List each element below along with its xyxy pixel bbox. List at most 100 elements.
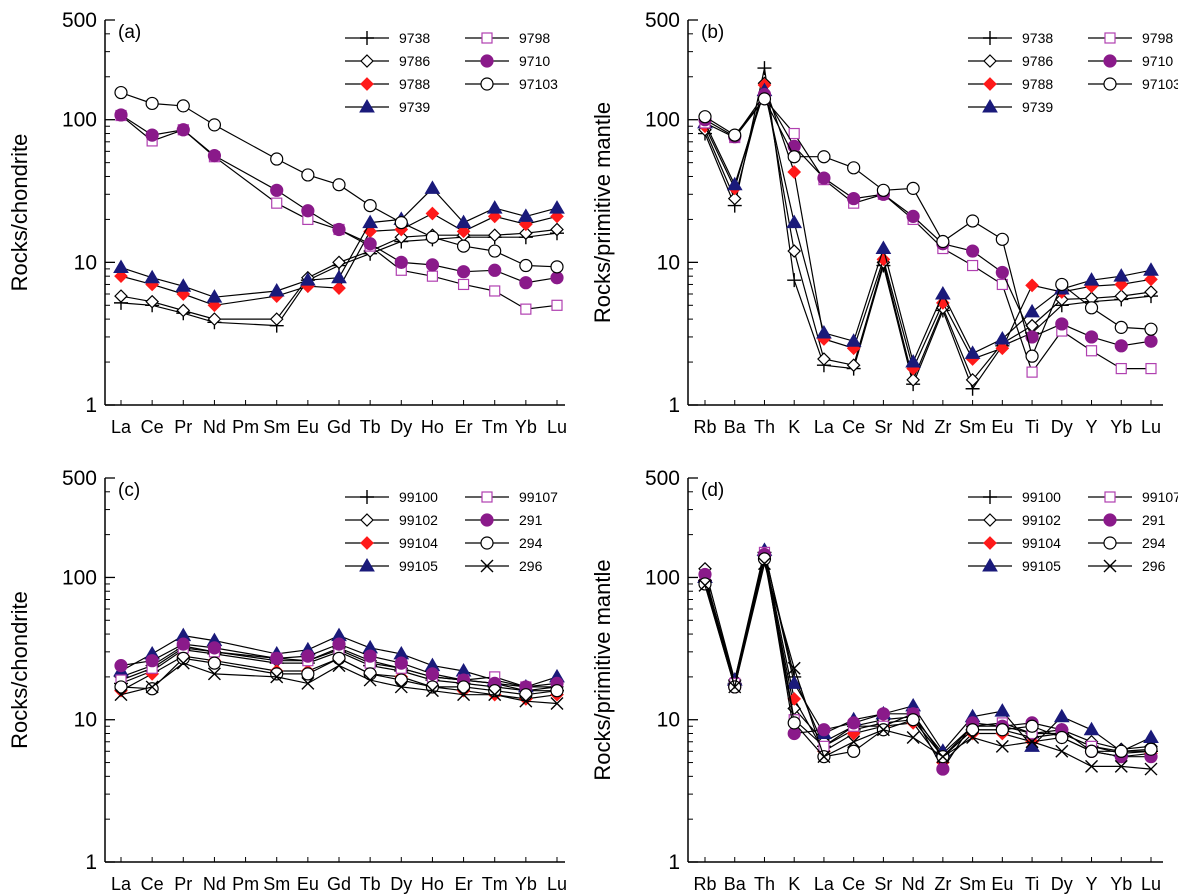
x-tick-label-zr: Zr	[934, 874, 951, 894]
series-line	[704, 554, 1151, 771]
legend-label: 9710	[519, 53, 550, 69]
legend-label: 9786	[399, 53, 430, 69]
data-point	[994, 703, 1011, 717]
x-tick-label-gd: Gd	[327, 874, 351, 894]
data-point	[519, 694, 533, 708]
legend-label: 9798	[1142, 30, 1173, 46]
series-line	[704, 83, 1152, 382]
data-point	[1144, 285, 1158, 299]
legend-label: 9738	[399, 30, 430, 46]
x-tick-label-ce: Ce	[141, 417, 164, 437]
data-point	[787, 244, 802, 258]
legend-marker	[360, 490, 374, 504]
data-point	[728, 680, 742, 694]
x-tick-label-tb: Tb	[360, 417, 381, 437]
data-point	[1144, 334, 1158, 348]
data-point	[550, 222, 564, 237]
legend-marker	[1104, 491, 1116, 503]
data-point	[394, 255, 408, 269]
data-point	[176, 651, 190, 665]
x-tick-label-gd: Gd	[327, 417, 351, 437]
y-tick-label: 1	[85, 394, 97, 417]
x-tick-label-sm: Sm	[263, 874, 290, 894]
y-tick-label: 100	[645, 566, 680, 589]
series-line	[120, 212, 558, 306]
legend-label: 296	[1142, 558, 1166, 574]
x-tick-label-th: Th	[754, 417, 775, 437]
data-point	[175, 278, 192, 292]
data-point	[817, 171, 831, 185]
legend-marker	[1104, 32, 1116, 44]
data-point	[1025, 719, 1039, 733]
data-point	[332, 222, 346, 237]
data-point	[906, 731, 920, 744]
legend-marker	[983, 54, 997, 68]
y-tick-label: 100	[645, 109, 680, 132]
data-point	[905, 354, 922, 368]
data-point	[875, 240, 892, 255]
series-9788	[698, 78, 1158, 376]
data-point	[394, 230, 409, 245]
data-point	[145, 96, 159, 111]
x-tick-label-pr: Pr	[174, 874, 192, 894]
legend-label: 99102	[399, 512, 438, 528]
data-point	[906, 181, 920, 195]
data-point	[425, 258, 440, 272]
data-point	[301, 667, 315, 681]
data-point	[363, 237, 377, 251]
data-point	[995, 265, 1009, 280]
data-point	[331, 269, 347, 284]
legend-label: 99104	[399, 535, 438, 551]
y-tick-label: 100	[62, 566, 97, 589]
data-point	[457, 278, 470, 291]
legend-label: 99100	[1022, 489, 1061, 505]
legend-marker	[481, 491, 493, 503]
data-point	[1114, 744, 1128, 758]
data-point	[698, 577, 712, 591]
data-point	[145, 680, 159, 694]
data-point	[906, 209, 920, 223]
data-point	[936, 762, 950, 776]
legend-label: 294	[1142, 535, 1166, 551]
data-point	[1114, 759, 1128, 773]
data-point	[1083, 272, 1100, 286]
data-point	[817, 150, 831, 164]
data-point	[966, 259, 979, 272]
data-point	[206, 289, 223, 303]
legend-label: 9786	[1022, 53, 1053, 69]
data-point	[488, 244, 502, 258]
data-point	[817, 750, 831, 764]
data-point	[424, 180, 441, 194]
x-tick-label-ba: Ba	[724, 874, 747, 894]
legend-marker	[360, 536, 374, 550]
x-tick-label-tm: Tm	[482, 417, 508, 437]
x-tick-label-yb: Yb	[1110, 874, 1132, 894]
data-point	[114, 85, 128, 100]
data-point	[550, 260, 564, 274]
x-tick-label-yb: Yb	[515, 874, 537, 894]
data-point	[876, 183, 891, 197]
data-point	[965, 723, 980, 737]
data-point	[787, 150, 801, 164]
legend-marker	[983, 77, 997, 91]
data-point	[363, 649, 377, 663]
data-point	[488, 263, 502, 277]
data-point	[1025, 278, 1039, 293]
x-tick-label-yb: Yb	[515, 417, 537, 437]
legend-label: 9710	[1142, 53, 1173, 69]
data-point	[1055, 744, 1069, 758]
y-axis-label: Rocks/primitive mantle	[590, 559, 615, 780]
y-tick-label: 1	[668, 851, 680, 874]
data-point	[176, 99, 190, 113]
data-point	[517, 208, 534, 222]
data-point	[786, 675, 803, 689]
data-point	[207, 312, 222, 326]
y-tick-label: 10	[657, 709, 680, 732]
data-point	[1145, 362, 1157, 375]
data-point	[698, 110, 712, 124]
data-point	[145, 682, 159, 696]
series-97103	[698, 92, 1158, 363]
data-point	[788, 127, 800, 140]
legend-marker	[481, 32, 493, 44]
data-point	[520, 303, 532, 315]
